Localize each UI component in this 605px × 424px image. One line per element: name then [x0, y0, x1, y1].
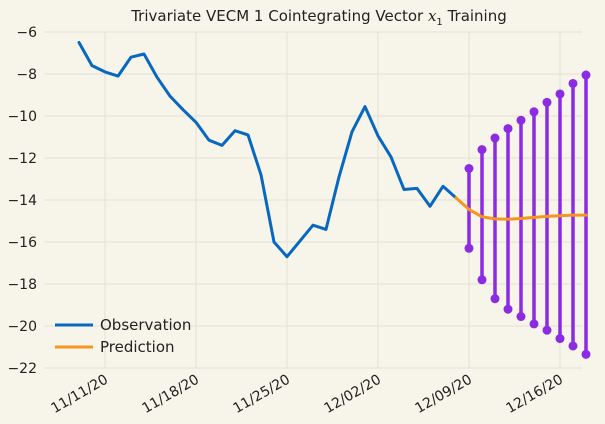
- interval-upper-point: [516, 115, 526, 125]
- y-tick-label: −22: [7, 361, 37, 377]
- interval-lower-point: [555, 334, 565, 344]
- y-tick-label: −10: [7, 109, 37, 125]
- interval-upper-point: [555, 89, 565, 99]
- legend-label-observation: Observation: [100, 316, 191, 334]
- interval-lower-point: [529, 319, 539, 329]
- interval-lower-point: [490, 294, 500, 304]
- interval-upper-point: [503, 124, 513, 134]
- chart-title: Trivariate VECM 1 Cointegrating Vector x…: [130, 7, 507, 28]
- interval-lower-point: [477, 275, 487, 285]
- y-tick-label: −6: [16, 25, 37, 41]
- y-tick-label: −14: [7, 193, 37, 209]
- interval-lower-point: [568, 341, 578, 351]
- interval-upper-point: [477, 145, 487, 155]
- interval-upper-point: [568, 78, 578, 88]
- y-axis: −22 −20 −18 −16 −14 −12 −10 −8 −6: [7, 25, 37, 377]
- observation-line: [77, 41, 458, 259]
- prediction-line: [454, 196, 588, 221]
- interval-lower-point: [503, 304, 513, 314]
- interval-upper-point: [490, 133, 500, 143]
- interval-upper-point: [581, 70, 591, 80]
- y-tick-label: −12: [7, 151, 37, 167]
- interval-upper-point: [542, 97, 552, 107]
- y-tick-label: −18: [7, 277, 37, 293]
- interval-upper-point: [529, 107, 539, 117]
- legend-label-prediction: Prediction: [100, 338, 175, 356]
- interval-lower-point: [464, 243, 474, 253]
- legend: Observation Prediction: [55, 316, 191, 356]
- interval-lower-point: [581, 349, 591, 359]
- plot-area: [77, 41, 591, 359]
- y-tick-label: −20: [7, 319, 37, 335]
- y-tick-label: −8: [16, 67, 37, 83]
- interval-upper-point: [464, 164, 474, 173]
- interval-lower-point: [516, 312, 526, 322]
- y-tick-label: −16: [7, 235, 37, 251]
- interval-lower-point: [542, 325, 552, 335]
